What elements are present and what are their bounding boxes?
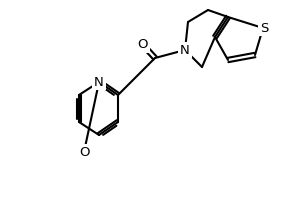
Text: S: S <box>260 21 268 34</box>
Text: O: O <box>79 146 89 158</box>
Text: O: O <box>138 38 148 51</box>
Text: N: N <box>180 44 190 56</box>
Text: N: N <box>94 75 104 88</box>
